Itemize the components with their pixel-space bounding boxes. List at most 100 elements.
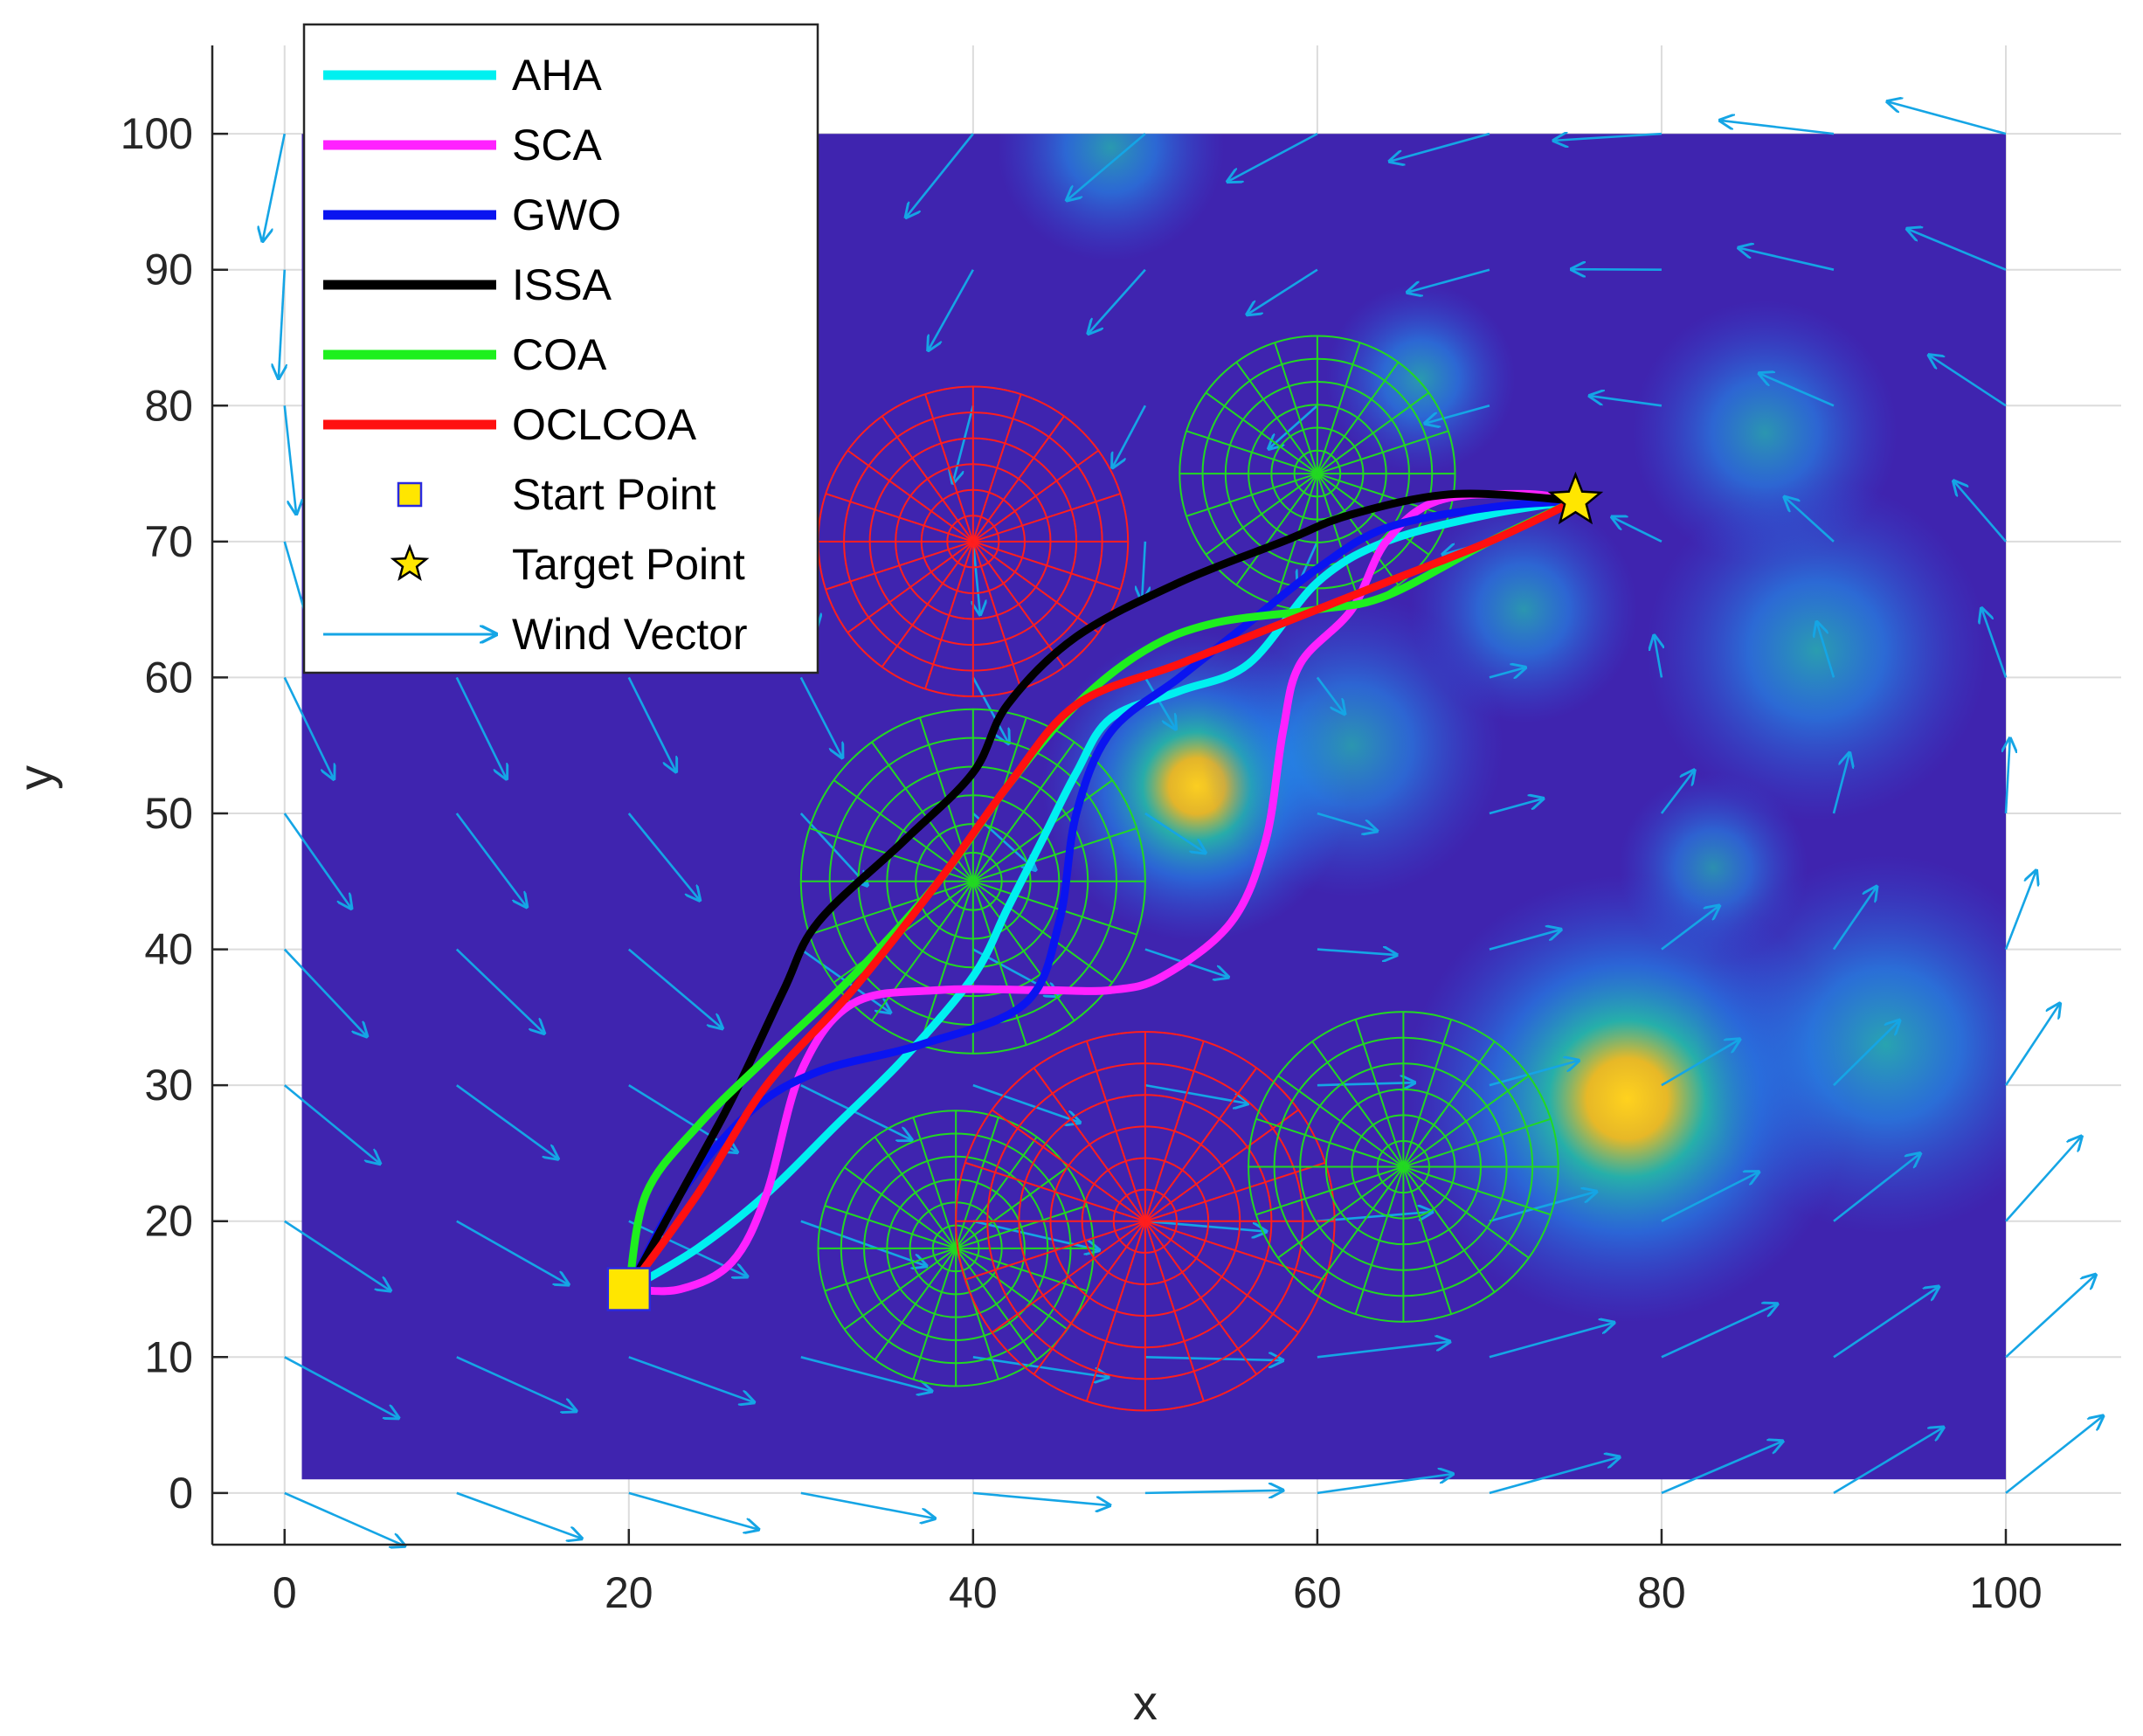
wind-arrow	[1661, 1304, 1777, 1359]
wind-arrow	[1407, 268, 1490, 293]
obstacle	[1179, 335, 1456, 612]
path-gwo	[625, 496, 1580, 1294]
legend-entry: SCA	[323, 121, 602, 169]
wind-arrow	[2005, 1137, 2082, 1222]
y-tick-label: 80	[144, 381, 193, 430]
wind-arrow	[953, 405, 975, 483]
threat-blob	[1696, 854, 2006, 1235]
legend-box	[302, 23, 819, 674]
wind-arrow	[456, 1356, 577, 1411]
wind-arrow	[2006, 738, 2010, 814]
wind-arrow	[972, 1083, 1080, 1123]
wind-arrow	[1661, 1172, 1759, 1222]
markers	[606, 471, 1604, 1311]
wind-arrow	[1553, 134, 1663, 141]
wind-arrow	[1489, 1061, 1579, 1087]
x-tick-label: 20	[605, 1568, 653, 1617]
y-tick-label: 40	[144, 925, 193, 974]
wind-arrow	[1832, 887, 1877, 951]
wind-arrow	[1144, 1220, 1267, 1232]
wind-arrow	[1785, 497, 1835, 543]
wind-arrow	[1907, 229, 2007, 271]
wind-arrow	[1660, 771, 1694, 814]
y-tick-label: 90	[144, 246, 193, 294]
wind-arrow	[1425, 405, 1490, 423]
wind-arrow	[1144, 1083, 1248, 1103]
threat-blob	[997, 134, 1225, 261]
wind-arrow	[1112, 405, 1147, 467]
y-tick-label: 60	[144, 653, 193, 702]
path-sca	[625, 489, 1580, 1296]
paths	[625, 489, 1580, 1296]
legend-target-swatch	[390, 543, 430, 582]
wind-arrow	[799, 676, 842, 757]
wind-arrow	[279, 269, 285, 378]
threat-blob	[1325, 283, 1516, 474]
wind-arrow	[1317, 1212, 1433, 1223]
obstacles	[799, 335, 1559, 1412]
wind-arrow	[906, 133, 974, 218]
wind-arrow	[1929, 355, 2007, 407]
wind-arrow	[1067, 133, 1146, 200]
wind-arrow	[1317, 950, 1397, 955]
wind-arrow	[283, 405, 296, 514]
obstacle	[817, 385, 1130, 698]
legend-label: Target Point	[512, 540, 745, 589]
y-axis-label: y	[8, 765, 63, 790]
wind-arrow	[1833, 1153, 1920, 1222]
legend-entry: ISSA	[323, 260, 612, 309]
legend-start-swatch	[397, 481, 423, 508]
wind-arrow	[628, 1356, 754, 1402]
target-point-marker	[1547, 471, 1604, 525]
obstacle	[799, 708, 1146, 1055]
wind-arrow	[455, 676, 507, 778]
wind-arrow	[627, 948, 722, 1029]
x-tick-label: 80	[1637, 1568, 1686, 1617]
wind-arrow	[1833, 1287, 1939, 1359]
wind-arrow	[800, 1491, 935, 1518]
path-oclcoa	[625, 496, 1580, 1294]
wind-arrow	[800, 1356, 932, 1391]
wind-arrow	[973, 541, 980, 615]
y-tick-label: 100	[121, 109, 193, 158]
x-axis-label: x	[1133, 1675, 1158, 1730]
obstacle	[955, 1031, 1336, 1412]
wind-arrow	[1661, 1442, 1783, 1495]
wind-arrow	[1817, 622, 1835, 678]
legend-label: Wind Vector	[512, 610, 748, 659]
wind-arrow	[628, 1491, 758, 1530]
wind-arrow	[1316, 676, 1345, 714]
wind-arrow	[455, 948, 544, 1034]
wind-arrow	[1832, 753, 1849, 814]
wind-arrow	[1489, 667, 1525, 677]
wind-arrow	[1144, 812, 1206, 853]
legend-entry: Wind Vector	[323, 610, 748, 659]
wind-arrow	[1089, 268, 1146, 334]
y-tick-label: 20	[144, 1197, 193, 1246]
wind-arrow	[1981, 608, 2008, 678]
wind-arrow	[1390, 132, 1490, 162]
wind-arrow	[1953, 481, 2007, 543]
wind-arrow	[1317, 1474, 1453, 1495]
start-point-marker	[606, 1267, 652, 1311]
threat-blob	[1646, 480, 1987, 821]
legend-label: GWO	[512, 190, 621, 239]
axes: 0 20 40 60 80 100 0 10 20 30 40 50 60 70 80 90 100	[121, 45, 2121, 1617]
wind-arrow	[1654, 635, 1662, 678]
wind-arrow	[1739, 248, 1835, 271]
legend-label: SCA	[512, 121, 602, 169]
wind-arrow	[1589, 396, 1663, 407]
wind-arrow	[456, 1491, 582, 1539]
wind-arrow	[456, 1220, 569, 1285]
wind-arrow	[1144, 676, 1176, 729]
legend-entry: GWO	[323, 190, 621, 239]
wind-arrow	[1248, 268, 1318, 315]
legend-label: ISSA	[512, 260, 612, 309]
path-issa	[625, 489, 1580, 1294]
wind-arrow	[284, 1356, 399, 1418]
x-tick-label: 0	[273, 1568, 297, 1617]
wind-arrow	[1661, 1040, 1739, 1087]
wind-arrow	[1144, 1357, 1283, 1360]
wind-arrow	[2004, 1004, 2060, 1086]
